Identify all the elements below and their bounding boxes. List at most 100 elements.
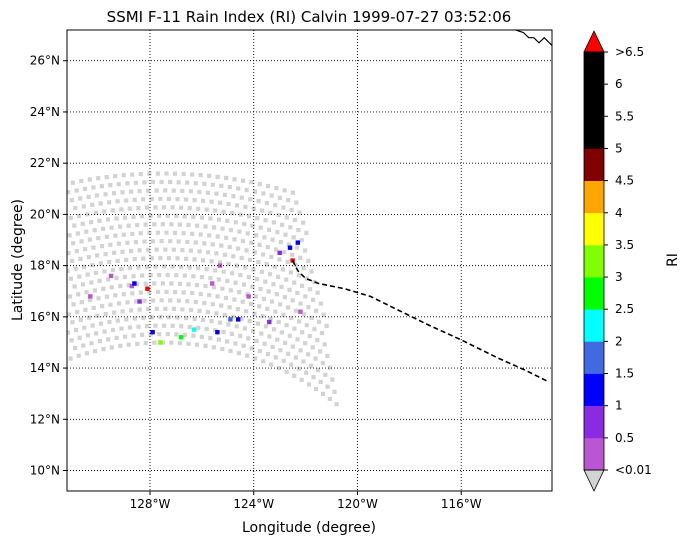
no-rain-pixel [153, 323, 158, 328]
no-rain-pixel [278, 240, 283, 245]
no-rain-pixel [108, 302, 113, 307]
no-rain-pixel [301, 266, 306, 271]
no-rain-pixel [185, 180, 190, 185]
no-rain-pixel [112, 310, 117, 315]
no-rain-pixel [103, 252, 108, 257]
no-rain-pixel [204, 326, 209, 331]
no-rain-pixel [165, 272, 170, 278]
no-rain-pixel [184, 316, 189, 321]
no-rain-pixel [214, 251, 219, 256]
no-rain-pixel [250, 284, 255, 289]
no-rain-pixel [304, 370, 309, 375]
no-rain-pixel [252, 311, 257, 316]
no-rain-pixel [216, 277, 221, 282]
no-rain-pixel [304, 276, 309, 281]
no-rain-pixel [196, 206, 201, 211]
no-rain-pixel [113, 293, 118, 298]
colorbar-segment [584, 116, 604, 149]
no-rain-pixel [231, 314, 236, 319]
colorbar-segment [584, 277, 604, 310]
no-rain-pixel [265, 245, 270, 250]
no-rain-pixel [323, 372, 328, 377]
no-rain-pixel [190, 172, 195, 177]
rain-pixel [137, 299, 142, 304]
no-rain-pixel [165, 213, 170, 218]
no-rain-pixel [270, 344, 275, 349]
no-rain-pixel [306, 352, 311, 357]
no-rain-pixel [139, 214, 145, 219]
no-rain-pixel [261, 296, 266, 301]
no-rain-pixel [146, 188, 151, 193]
no-rain-pixel [242, 221, 247, 227]
no-rain-pixel [334, 402, 339, 407]
no-rain-pixel [141, 256, 146, 261]
rain-pixel [129, 283, 134, 289]
no-rain-pixel [81, 204, 86, 209]
no-rain-pixel [249, 346, 254, 351]
y-tick-label: 10°N [30, 464, 60, 478]
no-rain-pixel [76, 292, 81, 297]
no-rain-pixel [258, 286, 263, 292]
no-rain-pixel [135, 341, 140, 346]
no-rain-pixel [107, 260, 112, 265]
no-rain-pixel [172, 171, 178, 176]
no-rain-pixel [300, 283, 305, 288]
no-rain-pixel [183, 197, 189, 202]
no-rain-pixel [259, 331, 264, 336]
colorbar-under-triangle [583, 469, 605, 492]
no-rain-pixel [196, 325, 201, 330]
no-rain-pixel [298, 255, 303, 260]
rain-pixel [88, 294, 93, 299]
no-rain-pixel [78, 196, 83, 201]
no-rain-pixel [67, 312, 72, 317]
no-rain-pixel [318, 379, 323, 384]
no-rain-pixel [214, 311, 219, 316]
no-rain-pixel [123, 334, 128, 339]
no-rain-pixel [261, 359, 266, 364]
no-rain-pixel [267, 334, 272, 339]
no-rain-pixel [237, 290, 242, 295]
no-rain-pixel [309, 269, 314, 274]
no-rain-pixel [136, 324, 141, 329]
no-rain-pixel [254, 277, 260, 282]
no-rain-pixel [179, 324, 184, 329]
no-rain-pixel [158, 196, 163, 201]
y-tick-label: 12°N [30, 412, 60, 426]
colorbar-segment [584, 52, 604, 85]
no-rain-pixel [126, 342, 131, 347]
no-rain-pixel [267, 272, 273, 277]
no-rain-pixel [75, 231, 80, 236]
rain-pixel [132, 281, 137, 286]
no-rain-pixel [247, 319, 252, 324]
no-rain-pixel [280, 222, 285, 227]
no-rain-pixel [164, 289, 169, 294]
no-rain-pixel [279, 284, 284, 289]
rain-pixel [191, 327, 197, 332]
no-rain-pixel [97, 278, 102, 283]
no-rain-pixel [215, 234, 220, 239]
no-rain-pixel [210, 182, 215, 187]
no-rain-pixel [113, 233, 118, 238]
no-rain-pixel [157, 332, 162, 337]
no-rain-pixel [130, 231, 135, 236]
no-rain-pixel [193, 240, 198, 245]
no-rain-pixel [219, 243, 224, 248]
no-rain-pixel [287, 287, 292, 292]
no-rain-pixel [228, 348, 233, 354]
no-rain-pixel [137, 189, 142, 194]
no-rain-pixel [132, 257, 137, 262]
no-rain-pixel [266, 289, 271, 294]
no-rain-pixel [281, 205, 286, 210]
no-rain-pixel [118, 343, 123, 348]
no-rain-pixel [242, 326, 247, 331]
no-rain-pixel [276, 212, 281, 218]
x-tick-label: 128°W [130, 497, 171, 511]
no-rain-pixel [136, 206, 141, 211]
no-rain-pixel [209, 319, 214, 324]
no-rain-pixel [205, 250, 211, 255]
no-rain-pixel [87, 177, 92, 182]
no-rain-pixel [217, 320, 223, 325]
no-rain-pixel [216, 337, 221, 342]
no-rain-pixel [229, 331, 234, 336]
no-rain-pixel [155, 230, 160, 235]
